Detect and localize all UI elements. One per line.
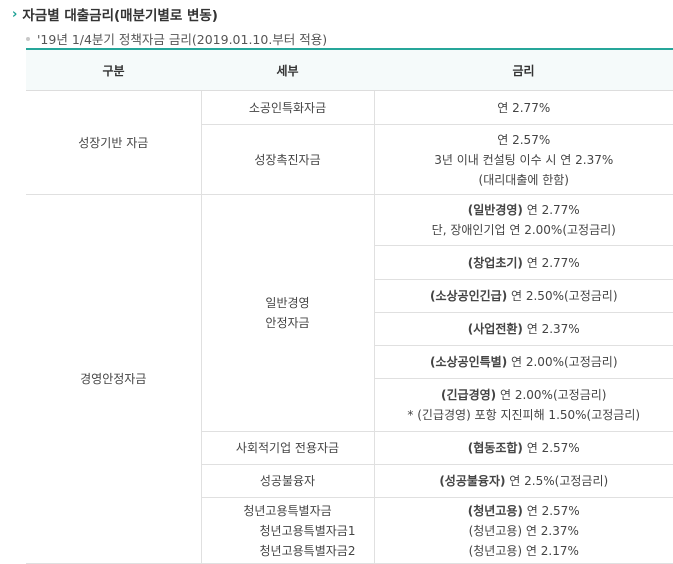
rate-label: (일반경영) bbox=[468, 203, 523, 217]
table-header-row: 구분 세부 금리 bbox=[26, 49, 673, 91]
detail-growth-promotion: 성장촉진자금 bbox=[201, 125, 374, 195]
detail-social-enterprise: 사회적기업 전용자금 bbox=[201, 432, 374, 465]
rate-line: (대리대출에 한함) bbox=[375, 170, 673, 190]
chevron-right-icon: › bbox=[12, 7, 17, 22]
rate-label: (협동조합) bbox=[468, 441, 523, 455]
category-growth: 성장기반 자금 bbox=[26, 91, 201, 195]
header-category: 구분 bbox=[26, 49, 201, 91]
rate-line: 단, 장애인기업 연 2.00%(고정금리) bbox=[375, 220, 673, 240]
detail-general-stability: 일반경영 안정자금 bbox=[201, 195, 374, 432]
rate-value: 연 2.00%(고정금리) bbox=[496, 388, 606, 402]
rate-success-loan: (성공불융자) 연 2.5%(고정금리) bbox=[374, 465, 673, 498]
rate-youth-employment: (청년고용) 연 2.57% (청년고용) 연 2.37% (청년고용) 연 2… bbox=[374, 498, 673, 564]
rate-label: (창업초기) bbox=[468, 256, 523, 270]
rate-startup: (창업초기) 연 2.77% bbox=[374, 246, 673, 280]
rate-small-biz-urgent: (소상공인긴급) 연 2.50%(고정금리) bbox=[374, 280, 673, 313]
header-rate: 금리 bbox=[374, 49, 673, 91]
rate-line: * (긴급경영) 포항 지진피해 1.50%(고정금리) bbox=[375, 405, 673, 425]
rate-emergency-management: (긴급경영) 연 2.00%(고정금리) * (긴급경영) 포항 지진피해 1.… bbox=[374, 379, 673, 432]
detail-line: 일반경영 bbox=[202, 293, 374, 313]
table-row: 성장기반 자금 소공인특화자금 연 2.77% bbox=[26, 91, 673, 125]
rate-value: 연 2.77% bbox=[523, 203, 580, 217]
rate-line: 3년 이내 컨설팅 이수 시 연 2.37% bbox=[375, 150, 673, 170]
note-text: '19년 1/4분기 정책자금 금리(2019.01.10.부터 적용) bbox=[37, 29, 327, 48]
rate-value: 연 2.00%(고정금리) bbox=[507, 355, 617, 369]
rate-line: 연 2.57% bbox=[375, 130, 673, 150]
rate-value: 연 2.50%(고정금리) bbox=[507, 289, 617, 303]
detail-line: 청년고용특별자금 bbox=[202, 501, 374, 521]
rate-business-transition: (사업전환) 연 2.37% bbox=[374, 313, 673, 346]
table-row: 경영안정자금 일반경영 안정자금 (일반경영) 연 2.77% 단, 장애인기업… bbox=[26, 195, 673, 246]
rate-label: (소상공인특별) bbox=[430, 355, 507, 369]
rate-label: (성공불융자) bbox=[439, 474, 505, 488]
rate-small-biz: 연 2.77% bbox=[374, 91, 673, 125]
rate-label: (사업전환) bbox=[468, 322, 523, 336]
rate-label: (청년고용) bbox=[468, 504, 523, 518]
rate-label: (긴급경영) bbox=[441, 388, 496, 402]
detail-success-loan: 성공불융자 bbox=[201, 465, 374, 498]
category-stability: 경영안정자금 bbox=[26, 195, 201, 564]
rate-value: 연 2.5%(고정금리) bbox=[505, 474, 608, 488]
detail-youth-employment: 청년고용특별자금 청년고용특별자금1 청년고용특별자금2 bbox=[201, 498, 374, 564]
rate-value: 연 2.77% bbox=[523, 256, 580, 270]
rate-growth-promotion: 연 2.57% 3년 이내 컨설팅 이수 시 연 2.37% (대리대출에 한함… bbox=[374, 125, 673, 195]
detail-line: 청년고용특별자금2 bbox=[202, 541, 374, 561]
rate-line: (청년고용) 연 2.17% bbox=[375, 541, 673, 561]
section-title: 자금별 대출금리(매분기별로 변동) bbox=[22, 4, 218, 24]
bullet-dot-icon bbox=[26, 37, 30, 41]
rate-value: 연 2.37% bbox=[523, 322, 580, 336]
rate-cooperative: (협동조합) 연 2.57% bbox=[374, 432, 673, 465]
detail-line: 안정자금 bbox=[202, 313, 374, 333]
header-detail: 세부 bbox=[201, 49, 374, 91]
detail-small-biz: 소공인특화자금 bbox=[201, 91, 374, 125]
rate-label: (소상공인긴급) bbox=[430, 289, 507, 303]
rate-period-note: '19년 1/4분기 정책자금 금리(2019.01.10.부터 적용) bbox=[26, 29, 327, 48]
detail-line: 청년고용특별자금1 bbox=[202, 521, 374, 541]
rate-value: 연 2.57% bbox=[523, 504, 580, 518]
rate-line: (청년고용) 연 2.37% bbox=[375, 521, 673, 541]
rate-general-management: (일반경영) 연 2.77% 단, 장애인기업 연 2.00%(고정금리) bbox=[374, 195, 673, 246]
rate-small-biz-special: (소상공인특별) 연 2.00%(고정금리) bbox=[374, 346, 673, 379]
rate-value: 연 2.57% bbox=[523, 441, 580, 455]
section-heading: › 자금별 대출금리(매분기별로 변동) bbox=[12, 4, 218, 24]
loan-rate-table: 구분 세부 금리 성장기반 자금 소공인특화자금 연 2.77% 성장촉진자금 … bbox=[26, 48, 673, 564]
